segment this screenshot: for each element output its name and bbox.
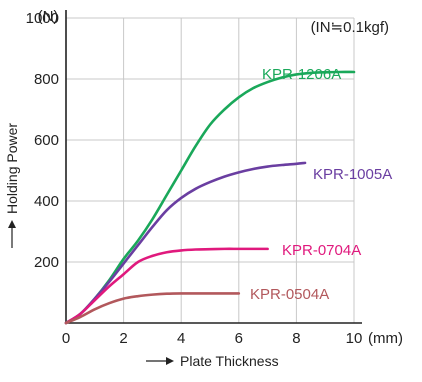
x-axis-title-group: Plate Thickness [146,353,279,369]
series-label-kpr-0704a: KPR-0704A [282,242,361,259]
x-tick-label: 6 [235,330,243,347]
x-tick-label: 0 [62,330,70,347]
series-line-kpr-0504a [64,292,241,325]
x-unit-label: (mm) [368,330,403,347]
series-group [64,70,356,325]
series-label-kpr-1005a: KPR-1005A [313,166,392,183]
x-tick-label: 10 [346,330,363,347]
x-axis-title: Plate Thickness [180,353,279,369]
y-axis-title: Holding Power [4,123,20,214]
y-axis-title-group: Holding Power [4,123,20,248]
unit-note: (IN≒0.1kgf) [311,19,389,36]
series-labels: KPR-1206A KPR-1005A KPR-0704A KPR-0504A [250,66,392,303]
y-tick-label: 200 [34,254,59,271]
series-line-kpr-0704a [64,247,269,325]
axes [65,10,362,324]
series-line-kpr-1005a [64,161,307,325]
y-unit-label: (N) [38,8,59,25]
y-tick-label: 600 [34,132,59,149]
y-tick-label: 800 [34,71,59,88]
x-axis-arrowhead-icon [166,357,174,365]
y-axis-arrowhead-icon [8,220,16,228]
series-label-kpr-0504a: KPR-0504A [250,286,329,303]
x-tick-label: 8 [292,330,300,347]
x-tick-label: 4 [177,330,185,347]
x-tick-label: 2 [119,330,127,347]
y-tick-label: 400 [34,193,59,210]
tick-labels: 0 2 4 6 8 10 200 400 600 800 1000 [26,10,363,347]
series-label-kpr-1206a: KPR-1206A [262,66,341,83]
grid [66,17,355,323]
y-tick-label: 1000 [26,10,59,27]
series-line-kpr-1206a [64,70,356,325]
